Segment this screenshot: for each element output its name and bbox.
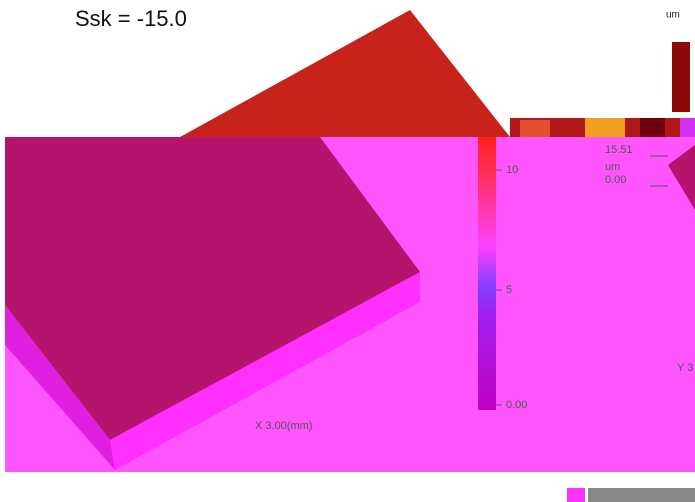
slab-side: [110, 272, 420, 470]
y-label: Y 3: [677, 362, 693, 374]
colorbar-label: 0.00: [506, 399, 527, 411]
right-slab: [668, 145, 695, 210]
mosaic-strip: [510, 118, 695, 137]
scale-unit: um: [605, 161, 620, 173]
gray-bar: [588, 488, 695, 502]
swatch: [567, 488, 585, 502]
scale-min: 0.00: [605, 174, 626, 186]
top-colorbar: [672, 42, 690, 112]
colorbar: [478, 137, 496, 410]
unit: um: [666, 10, 680, 21]
stat: Ssk = -15.0: [75, 6, 187, 31]
slab-top: [5, 137, 420, 440]
slab-side: [5, 305, 115, 470]
top-surface: [180, 10, 510, 137]
colorbar-label: 10: [506, 164, 518, 176]
scale-max: 15.51: [605, 144, 633, 156]
x-label: X 3.00(mm): [255, 420, 312, 432]
colorbar-label: 5: [506, 284, 512, 296]
